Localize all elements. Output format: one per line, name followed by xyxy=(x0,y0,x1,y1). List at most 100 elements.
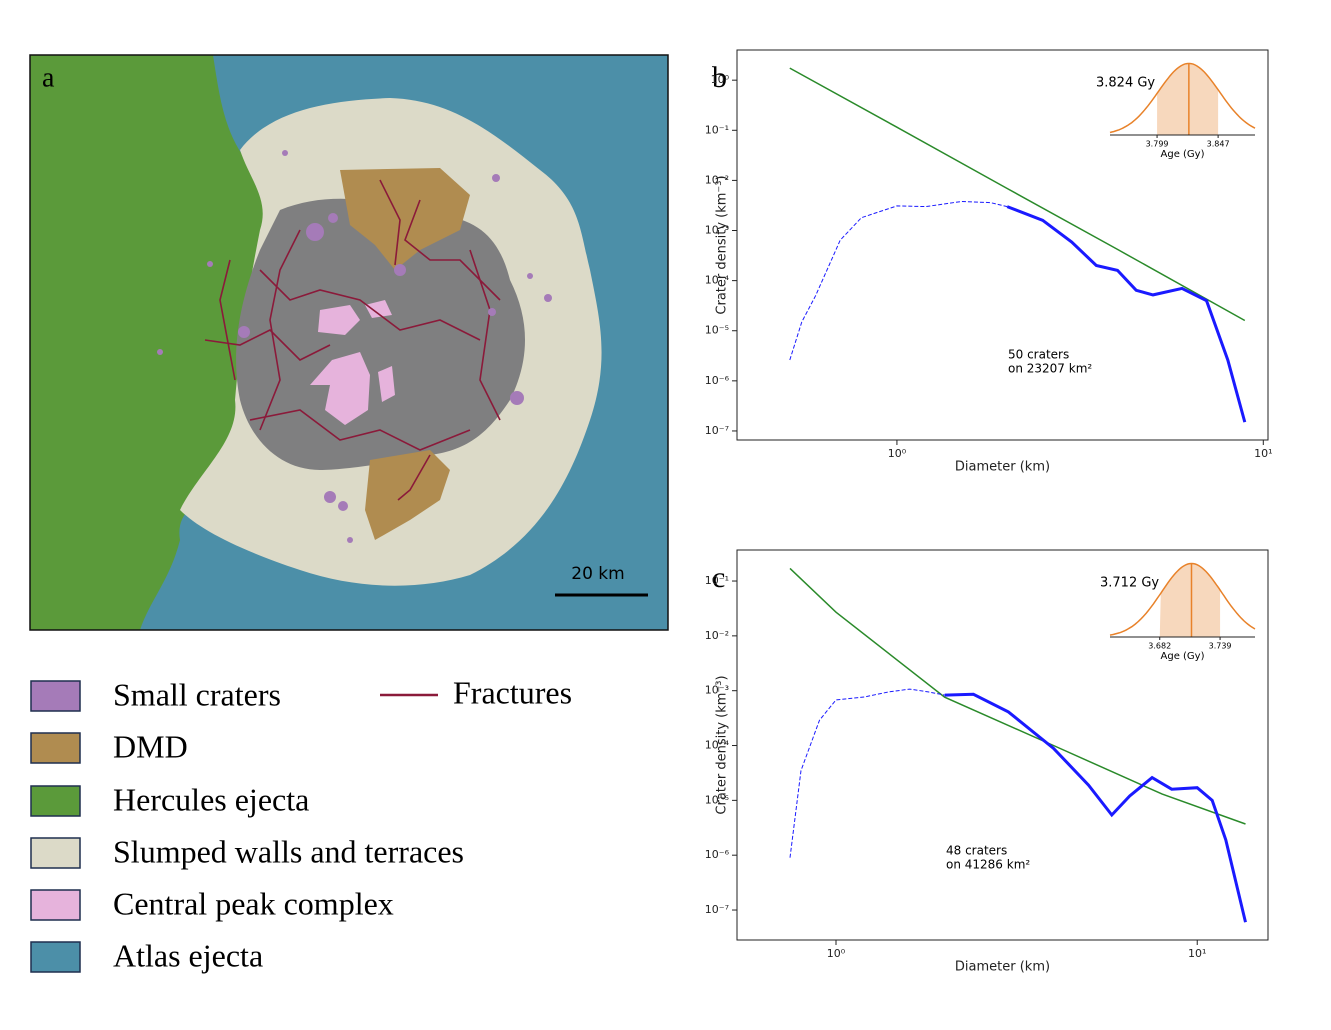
fracture xyxy=(259,229,301,431)
small-crater xyxy=(207,261,213,267)
inset-title: 3.824 Gy xyxy=(1096,76,1155,91)
x-tick-label: 10⁰ xyxy=(888,447,907,460)
small-crater xyxy=(157,349,163,355)
dmd xyxy=(365,450,450,540)
y-tick-label: 10⁰ xyxy=(711,73,730,86)
small-crater xyxy=(394,264,406,276)
inset-band xyxy=(1157,63,1219,135)
y-tick-label: 10⁻⁵ xyxy=(705,793,729,806)
small-crater xyxy=(328,213,338,223)
inset-band xyxy=(1159,563,1221,637)
legend-swatch xyxy=(30,837,81,869)
legend-label: Small craters xyxy=(113,676,281,712)
small-crater xyxy=(510,391,524,405)
y-tick-label: 10⁻² xyxy=(705,629,729,642)
central-peak xyxy=(365,300,392,318)
small-crater xyxy=(338,501,348,511)
legend-label: Hercules ejecta xyxy=(113,781,309,817)
inset-title: 3.712 Gy xyxy=(1100,576,1159,591)
fractures xyxy=(204,179,501,501)
series-line xyxy=(789,688,945,858)
y-tick-label: 10⁻³ xyxy=(705,224,729,237)
y-axis-label: Crater density (km⁻³) xyxy=(715,675,730,814)
fracture xyxy=(469,249,501,421)
annotation: 50 craters xyxy=(1008,348,1069,362)
legend-label: DMD xyxy=(113,728,188,764)
y-tick-label: 10⁻⁴ xyxy=(705,274,730,287)
series-line xyxy=(789,567,1246,825)
annotation: on 23207 km² xyxy=(1008,362,1092,376)
x-axis-label: Diameter (km) xyxy=(955,460,1050,475)
panel-label: a xyxy=(42,62,55,93)
small-crater xyxy=(238,326,250,338)
legend-label: Fractures xyxy=(453,674,572,710)
y-tick-label: 10⁻⁵ xyxy=(705,324,729,337)
inset-curve xyxy=(1109,562,1256,636)
y-tick-label: 10⁻¹ xyxy=(705,123,729,136)
legend-swatch xyxy=(30,732,81,764)
crater-floor xyxy=(236,198,525,471)
fracture xyxy=(397,454,431,501)
legend-label: Atlas ejecta xyxy=(113,937,263,973)
small-crater xyxy=(306,223,324,241)
plot-frame xyxy=(736,549,1269,941)
panel-label: c xyxy=(712,561,725,594)
series-line xyxy=(944,692,1247,923)
y-tick-label: 10⁻⁶ xyxy=(705,848,730,861)
annotation: 48 craters xyxy=(946,844,1007,858)
small-crater xyxy=(527,273,533,279)
fracture xyxy=(379,179,401,266)
legend-swatch xyxy=(30,941,81,973)
fracture xyxy=(249,409,471,451)
small-crater xyxy=(488,308,496,316)
inset-tick-label: 3.682 xyxy=(1148,642,1171,651)
x-tick-label: 10¹ xyxy=(1188,947,1206,960)
series-line xyxy=(789,200,1008,361)
inset-axis-label: Age (Gy) xyxy=(1161,149,1205,160)
central-peak xyxy=(318,305,360,335)
legend: Small craters DMD Hercules ejecta Slumped w… xyxy=(30,674,572,973)
series-line xyxy=(789,67,1246,322)
inset-tick-label: 3.799 xyxy=(1146,140,1169,149)
y-tick-label: 10⁻⁷ xyxy=(705,903,729,916)
y-tick-label: 10⁻¹ xyxy=(705,574,729,587)
inset-axis-label: Age (Gy) xyxy=(1161,651,1205,662)
legend-swatch xyxy=(30,680,81,712)
y-tick-label: 10⁻⁴ xyxy=(705,739,730,752)
legend-swatch xyxy=(30,785,81,817)
series-line xyxy=(1006,205,1247,423)
annotation: on 41286 km² xyxy=(946,858,1030,872)
inset-curve xyxy=(1109,62,1256,134)
legend-swatch xyxy=(30,889,81,921)
y-tick-label: 10⁻³ xyxy=(705,684,729,697)
map-frame xyxy=(29,54,669,631)
dmd xyxy=(340,168,470,270)
x-tick-label: 10⁰ xyxy=(827,947,846,960)
y-tick-label: 10⁻² xyxy=(705,173,729,186)
panel-label: b xyxy=(712,61,727,94)
fracture xyxy=(404,199,501,301)
small-crater xyxy=(492,174,500,182)
plot-frame xyxy=(736,49,1269,441)
small-crater xyxy=(347,537,353,543)
small-craters xyxy=(157,150,552,543)
small-crater xyxy=(324,491,336,503)
fracture xyxy=(259,269,481,341)
x-axis-label: Diameter (km) xyxy=(955,960,1050,975)
legend-label: Slumped walls and terraces xyxy=(113,833,464,869)
fracture xyxy=(219,259,236,381)
y-tick-label: 10⁻⁶ xyxy=(705,374,730,387)
map: a 20 km xyxy=(29,54,669,631)
scale-bar-label: 20 km xyxy=(571,564,624,584)
small-crater xyxy=(282,150,288,156)
y-tick-label: 10⁻⁷ xyxy=(705,424,729,437)
y-axis-label: Crater density (km⁻³) xyxy=(715,175,730,314)
central-peak xyxy=(310,352,370,425)
legend-label: Central peak complex xyxy=(113,885,394,921)
small-crater xyxy=(544,294,552,302)
x-tick-label: 10¹ xyxy=(1254,447,1272,460)
inset-tick-label: 3.739 xyxy=(1209,642,1232,651)
